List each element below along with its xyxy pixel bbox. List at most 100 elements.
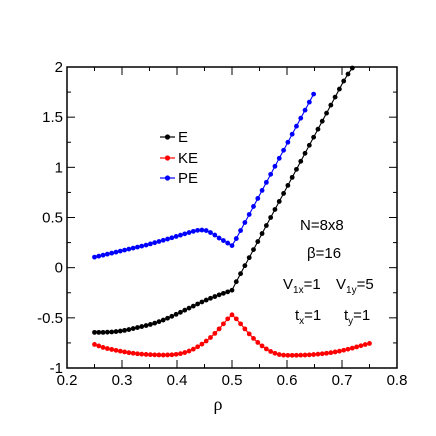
data-point-ke — [208, 335, 213, 340]
data-point-pe — [130, 245, 136, 251]
data-point-pe — [104, 251, 110, 257]
data-point-ke — [135, 351, 140, 357]
data-point-pe — [182, 231, 188, 237]
y-tick-label: 0 — [55, 260, 63, 277]
data-point-ke — [263, 346, 269, 352]
annotation-n: N=8x8 — [300, 217, 344, 234]
annotation-ty-value: =1 — [353, 307, 370, 324]
data-point-ke — [242, 326, 248, 332]
x-tick-label: 0.6 — [277, 372, 298, 389]
data-point-ke — [332, 349, 338, 355]
data-point-ke — [182, 350, 188, 355]
data-point-pe — [139, 243, 145, 249]
data-point-e — [281, 191, 286, 196]
data-point-ke — [268, 349, 274, 354]
data-point-ke — [362, 342, 368, 347]
legend-marker-pe — [164, 175, 171, 181]
data-point-e — [255, 239, 261, 244]
x-tick-label: 0.4 — [167, 372, 188, 389]
data-point-e — [126, 327, 132, 332]
x-tick-label: 0.2 — [57, 372, 78, 389]
data-point-ke — [324, 350, 329, 356]
data-point-e — [117, 328, 123, 334]
data-point-e — [109, 329, 115, 335]
data-point-pe — [289, 131, 295, 137]
data-point-pe — [311, 91, 317, 97]
data-point-pe — [255, 196, 261, 201]
data-point-e — [143, 323, 149, 328]
plot-frame — [66, 66, 398, 369]
data-point-ke — [104, 346, 110, 351]
data-point-ke — [319, 351, 325, 357]
data-point-e — [238, 271, 243, 277]
data-point-ke — [100, 345, 106, 350]
data-point-e — [276, 199, 282, 204]
data-point-e — [306, 142, 312, 148]
data-point-ke — [294, 352, 299, 358]
data-point-ke — [96, 343, 102, 349]
annotation: N=8x8 β=16 V1x=1 V1y=5 tx=1 ty=1 — [283, 217, 374, 327]
data-point-ke — [246, 331, 252, 337]
data-point-pe — [238, 228, 243, 233]
data-point-pe — [113, 249, 119, 255]
data-point-pe — [109, 250, 115, 256]
annotation-tx-value: =1 — [304, 307, 321, 324]
x-tick-label: 0.8 — [387, 372, 408, 389]
data-point-pe — [263, 179, 269, 185]
data-point-ke — [281, 352, 286, 358]
y-tick-label: 2 — [55, 59, 63, 76]
data-point-e — [345, 71, 351, 77]
data-point-ke — [199, 341, 205, 347]
data-point-pe — [147, 241, 153, 247]
data-point-ke — [165, 352, 170, 358]
data-point-pe — [221, 238, 226, 243]
data-point-e — [259, 231, 265, 236]
data-point-pe — [216, 235, 222, 241]
data-point-ke — [178, 351, 183, 357]
data-point-pe — [122, 247, 127, 253]
data-point-pe — [242, 220, 248, 225]
legend-label-ke: KE — [178, 150, 198, 167]
x-tick-label: 0.5 — [222, 372, 243, 389]
data-point-ke — [212, 330, 218, 336]
data-point-ke — [289, 352, 295, 358]
annotation-v1x-value: =1 — [304, 276, 321, 293]
data-point-ke — [298, 352, 304, 358]
data-point-e — [178, 309, 183, 315]
data-point-e — [337, 86, 342, 92]
data-point-ke — [302, 352, 308, 358]
data-point-pe — [272, 163, 278, 169]
annotation-v1y: V1y=5 — [336, 276, 374, 296]
data-point-ke — [216, 326, 222, 332]
data-point-ke — [272, 350, 278, 356]
data-point-ke — [311, 352, 317, 357]
data-point-pe — [160, 237, 166, 243]
data-point-e — [195, 301, 201, 307]
data-point-ke — [152, 352, 158, 358]
data-point-ke — [147, 352, 153, 358]
data-point-ke — [358, 343, 364, 349]
data-point-pe — [117, 248, 123, 254]
data-point-e — [182, 307, 188, 313]
annotation-v1x-main: V — [283, 276, 293, 293]
data-point-ke — [113, 347, 119, 353]
data-point-e — [152, 320, 158, 326]
data-point-e — [160, 317, 166, 323]
data-point-ke — [251, 336, 256, 341]
data-point-pe — [143, 242, 149, 248]
data-point-e — [319, 118, 325, 124]
data-point-e — [294, 166, 299, 172]
data-point-ke — [259, 343, 265, 349]
series-line-pe — [94, 93, 315, 258]
data-point-ke — [238, 321, 243, 327]
data-point-ke — [306, 352, 312, 358]
y-tick-label: 1.5 — [42, 109, 63, 126]
data-point-e — [242, 263, 248, 269]
data-point-ke — [109, 347, 115, 352]
y-tick-label: 1 — [55, 159, 63, 176]
annotation-tx: tx=1 — [295, 307, 321, 327]
data-point-e — [135, 325, 140, 330]
data-point-e — [122, 327, 127, 333]
data-point-e — [113, 329, 119, 334]
data-point-e — [173, 311, 179, 317]
